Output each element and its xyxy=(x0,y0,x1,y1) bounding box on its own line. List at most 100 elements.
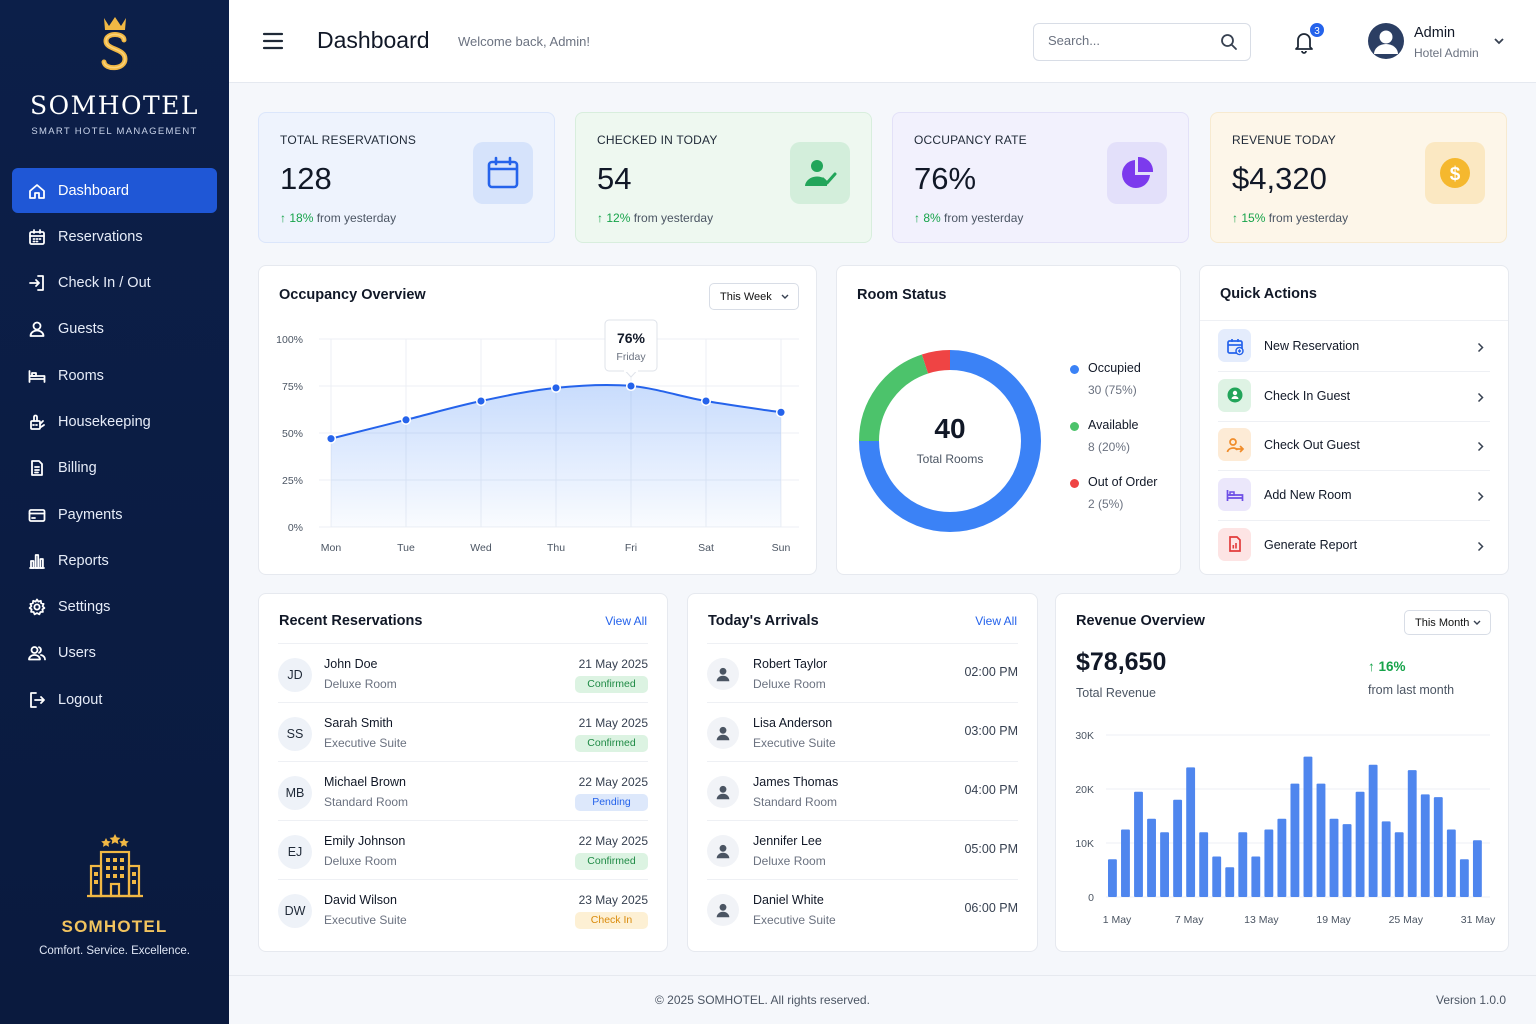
arrival-row[interactable]: Lisa Anderson Executive Suite 03:00 PM xyxy=(707,702,1018,761)
sidebar-item-guests[interactable]: Guests xyxy=(12,307,217,352)
reservation-row[interactable]: MB Michael Brown Standard Room 22 May 2025 P… xyxy=(278,761,648,820)
revenue-bar[interactable] xyxy=(1446,829,1456,898)
arrival-row[interactable]: Robert Taylor Deluxe Room 02:00 PM xyxy=(707,643,1018,702)
revenue-bar[interactable] xyxy=(1264,829,1274,898)
brand: SOMHOTEL SMART HOTEL MANAGEMENT xyxy=(0,14,229,137)
notification-bell-icon[interactable] xyxy=(1293,30,1315,54)
occupancy-data-point[interactable] xyxy=(700,395,712,407)
user-silhouette-icon xyxy=(716,903,730,918)
sidebar-item-reservations[interactable]: Reservations xyxy=(12,214,217,259)
revenue-overview-card: Revenue Overview This Month $78,650 Tota… xyxy=(1055,593,1509,952)
revenue-bar[interactable] xyxy=(1225,867,1235,897)
search-input[interactable] xyxy=(1048,33,1208,48)
revenue-bar[interactable] xyxy=(1420,794,1430,897)
sidebar-item-billing[interactable]: Billing xyxy=(12,446,217,491)
revenue-bar[interactable] xyxy=(1212,856,1222,898)
quick-action-check-out-guest[interactable]: Check Out Guest xyxy=(1218,421,1490,472)
guest-avatar xyxy=(707,835,739,867)
legend-value: 30 (75%) xyxy=(1088,383,1137,397)
status-badge: Confirmed xyxy=(575,853,648,870)
arrival-row[interactable]: Daniel White Executive Suite 06:00 PM xyxy=(707,879,1018,938)
revenue-bar[interactable] xyxy=(1472,840,1482,897)
sidebar-item-check-in-out[interactable]: Check In / Out xyxy=(12,261,217,306)
arrivals-view-all-link[interactable]: View All xyxy=(975,614,1017,628)
revenue-filter-dropdown[interactable]: This Month xyxy=(1404,610,1491,635)
quick-action-check-in-guest[interactable]: Check In Guest xyxy=(1218,372,1490,422)
revenue-bar[interactable] xyxy=(1173,799,1183,897)
gear-icon xyxy=(28,598,46,616)
quick-action-add-new-room[interactable]: Add New Room xyxy=(1218,471,1490,522)
search-icon[interactable] xyxy=(1220,33,1238,51)
occupancy-data-point[interactable] xyxy=(475,395,487,407)
revenue-bar[interactable] xyxy=(1342,824,1352,897)
revenue-bar[interactable] xyxy=(1277,818,1287,897)
revenue-bar[interactable] xyxy=(1459,859,1469,897)
hamburger-menu-icon[interactable] xyxy=(262,30,284,52)
revenue-bar[interactable] xyxy=(1303,756,1313,897)
arrival-row[interactable]: James Thomas Standard Room 04:00 PM xyxy=(707,761,1018,820)
sidebar-item-dashboard[interactable]: Dashboard xyxy=(12,168,217,213)
recent-view-all-link[interactable]: View All xyxy=(605,614,647,628)
donut-slice-available[interactable] xyxy=(859,354,929,442)
room-status-donut-chart: 40 Total Rooms xyxy=(859,350,1041,532)
reservation-date: 21 May 2025 xyxy=(578,657,648,671)
revenue-bar[interactable] xyxy=(1329,818,1339,897)
arrival-row[interactable]: Jennifer Lee Deluxe Room 05:00 PM xyxy=(707,820,1018,879)
legend-name: Available xyxy=(1088,418,1139,432)
revenue-bar[interactable] xyxy=(1290,783,1300,897)
room-type: Deluxe Room xyxy=(324,677,397,691)
quick-action-icon-box xyxy=(1218,329,1251,362)
reservation-row[interactable]: EJ Emily Johnson Deluxe Room 22 May 2025 Con… xyxy=(278,820,648,879)
donut-slice-out-of-order[interactable] xyxy=(921,350,951,374)
quick-action-generate-report[interactable]: Generate Report xyxy=(1218,521,1490,571)
reservation-row[interactable]: DW David Wilson Executive Suite 23 May 2025… xyxy=(278,879,648,938)
quick-action-icon-box xyxy=(1218,428,1251,462)
revenue-bar[interactable] xyxy=(1134,791,1143,897)
revenue-bar[interactable] xyxy=(1238,832,1248,897)
tooltip-pointer xyxy=(624,370,638,378)
reservation-date: 22 May 2025 xyxy=(578,775,648,789)
guest-avatar xyxy=(707,894,739,926)
occupancy-data-point[interactable] xyxy=(550,382,562,393)
revenue-bar[interactable] xyxy=(1147,818,1156,897)
stat-delta-pct: 18% xyxy=(289,211,314,225)
revenue-bar[interactable] xyxy=(1108,859,1117,897)
user-avatar[interactable] xyxy=(1368,23,1404,59)
occupancy-data-point[interactable] xyxy=(325,433,337,444)
sidebar-item-payments[interactable]: Payments xyxy=(12,492,217,537)
sidebar-item-users[interactable]: Users xyxy=(12,631,217,676)
revenue-bar[interactable] xyxy=(1316,783,1326,897)
y-tick-label: 30K xyxy=(1075,730,1094,742)
chevron-down-icon[interactable] xyxy=(1493,36,1505,46)
revenue-bar[interactable] xyxy=(1121,829,1130,898)
quick-action-new-reservation[interactable]: New Reservation xyxy=(1218,322,1490,372)
sidebar-item-housekeeping[interactable]: Housekeeping xyxy=(12,399,217,444)
occupancy-data-point[interactable] xyxy=(775,407,787,418)
sidebar-item-logout[interactable]: Logout xyxy=(12,677,217,722)
occupancy-data-point[interactable] xyxy=(625,380,637,392)
revenue-bar[interactable] xyxy=(1160,832,1170,897)
occupancy-data-point[interactable] xyxy=(400,414,412,425)
revenue-bar[interactable] xyxy=(1355,791,1365,897)
revenue-bar[interactable] xyxy=(1368,764,1378,897)
revenue-bar[interactable] xyxy=(1251,856,1261,898)
revenue-bar[interactable] xyxy=(1381,821,1391,897)
revenue-bar[interactable] xyxy=(1186,767,1196,897)
guest-name: David Wilson xyxy=(324,893,397,907)
revenue-bar[interactable] xyxy=(1394,832,1404,897)
sidebar-item-reports[interactable]: Reports xyxy=(12,538,217,583)
reservation-row[interactable]: SS Sarah Smith Executive Suite 21 May 2025 C… xyxy=(278,702,648,761)
quick-action-label: Add New Room xyxy=(1264,488,1352,503)
revenue-bar[interactable] xyxy=(1407,770,1417,897)
reservation-row[interactable]: JD John Doe Deluxe Room 21 May 2025 Confirme… xyxy=(278,643,648,702)
legend-value: 8 (20%) xyxy=(1088,440,1131,454)
donut-slice-occupied[interactable] xyxy=(859,350,1041,532)
sidebar-item-rooms[interactable]: Rooms xyxy=(12,353,217,398)
report-icon xyxy=(1228,536,1241,553)
occupancy-filter-dropdown[interactable]: This Week xyxy=(709,283,799,310)
revenue-bar[interactable] xyxy=(1199,832,1209,897)
sidebar-item-settings[interactable]: Settings xyxy=(12,585,217,630)
check-out-icon xyxy=(1226,438,1244,453)
chevron-down-icon xyxy=(781,294,789,299)
revenue-bar[interactable] xyxy=(1433,797,1443,897)
